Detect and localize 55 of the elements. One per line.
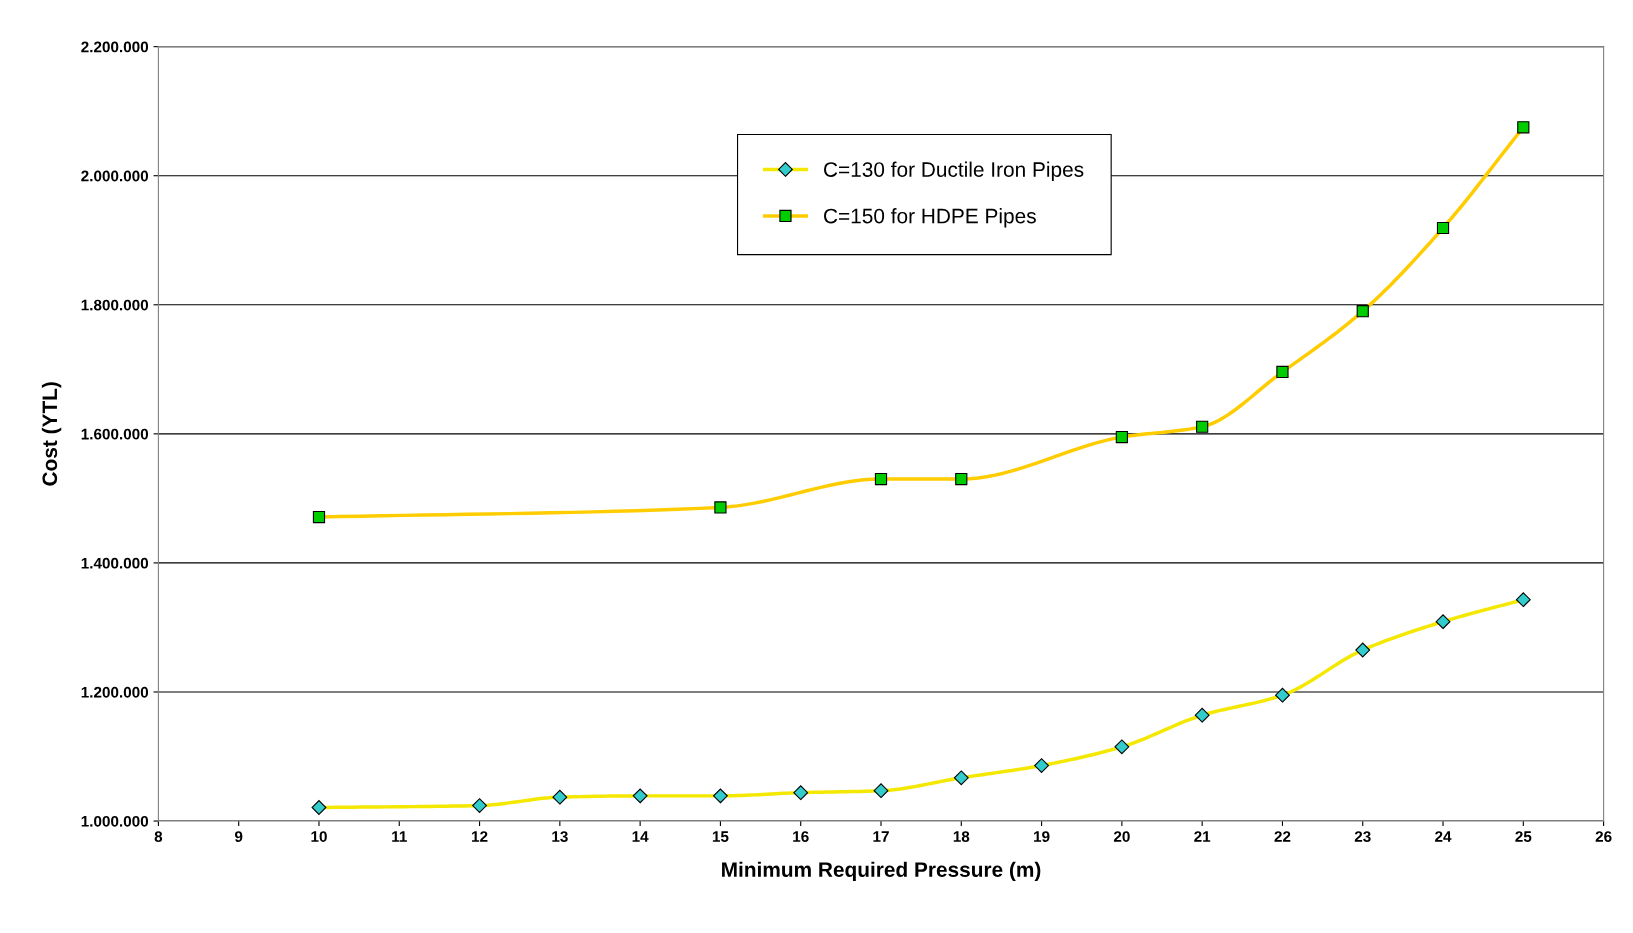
point bbox=[632, 788, 648, 804]
y-tick-label: 2.000.000 bbox=[81, 170, 149, 182]
point bbox=[714, 501, 727, 514]
x-tick-label: 18 bbox=[953, 831, 970, 842]
point bbox=[1356, 305, 1369, 318]
x-tick-label: 13 bbox=[552, 831, 568, 843]
point bbox=[874, 472, 888, 486]
y-axis-title: Cost (YTL) bbox=[41, 382, 62, 486]
point bbox=[1515, 592, 1531, 608]
point bbox=[873, 783, 889, 799]
x-axis-title: Minimum Required Pressure (m) bbox=[722, 861, 1041, 882]
x-tick-label: 17 bbox=[873, 831, 889, 842]
point bbox=[1276, 365, 1289, 379]
point bbox=[955, 472, 968, 486]
legend-label: C=150 for HDPE Pipes bbox=[824, 208, 1036, 228]
y-tick-label: 1.600.000 bbox=[81, 428, 149, 440]
x-tick-label: 11 bbox=[392, 831, 407, 842]
x-tick-label: 8 bbox=[154, 831, 163, 842]
x-tick-label: 26 bbox=[1595, 831, 1612, 842]
x-tick-label: 23 bbox=[1354, 831, 1371, 843]
x-tick-label: 22 bbox=[1274, 831, 1291, 842]
point bbox=[1114, 739, 1130, 755]
x-tick-label: 19 bbox=[1034, 831, 1050, 842]
point bbox=[1115, 430, 1128, 444]
legend-label: C=130 for Ductile Iron Pipes bbox=[824, 161, 1084, 182]
point bbox=[1194, 707, 1210, 723]
point bbox=[793, 785, 809, 801]
point bbox=[1435, 614, 1451, 630]
x-tick-label: 9 bbox=[234, 831, 243, 842]
point bbox=[311, 800, 327, 815]
point bbox=[552, 789, 568, 805]
point bbox=[1355, 642, 1371, 658]
x-tick-label: 15 bbox=[712, 831, 729, 842]
point bbox=[1436, 221, 1450, 235]
point bbox=[1196, 420, 1209, 433]
point bbox=[953, 770, 969, 786]
x-tick-label: 24 bbox=[1435, 831, 1452, 842]
point bbox=[472, 798, 487, 813]
x-tick-label: 14 bbox=[632, 831, 649, 842]
x-tick-label: 25 bbox=[1515, 831, 1532, 842]
point bbox=[312, 510, 326, 524]
x-tick-label: 10 bbox=[311, 831, 327, 842]
y-tick-label: 1.800.000 bbox=[81, 299, 149, 311]
x-tick-label: 21 bbox=[1194, 831, 1211, 842]
point bbox=[1517, 121, 1530, 134]
x-tick-label: 12 bbox=[472, 831, 488, 842]
point bbox=[1034, 758, 1050, 773]
y-tick-label: 2.200.000 bbox=[81, 41, 149, 53]
point bbox=[712, 788, 728, 804]
y-tick-label: 1.400.000 bbox=[81, 557, 149, 569]
point bbox=[1275, 687, 1290, 703]
y-tick-label: 1.200.000 bbox=[81, 686, 149, 698]
x-tick-label: 16 bbox=[793, 831, 809, 842]
x-tick-label: 20 bbox=[1113, 831, 1130, 842]
y-tick-label: 1.000.000 bbox=[81, 815, 149, 827]
